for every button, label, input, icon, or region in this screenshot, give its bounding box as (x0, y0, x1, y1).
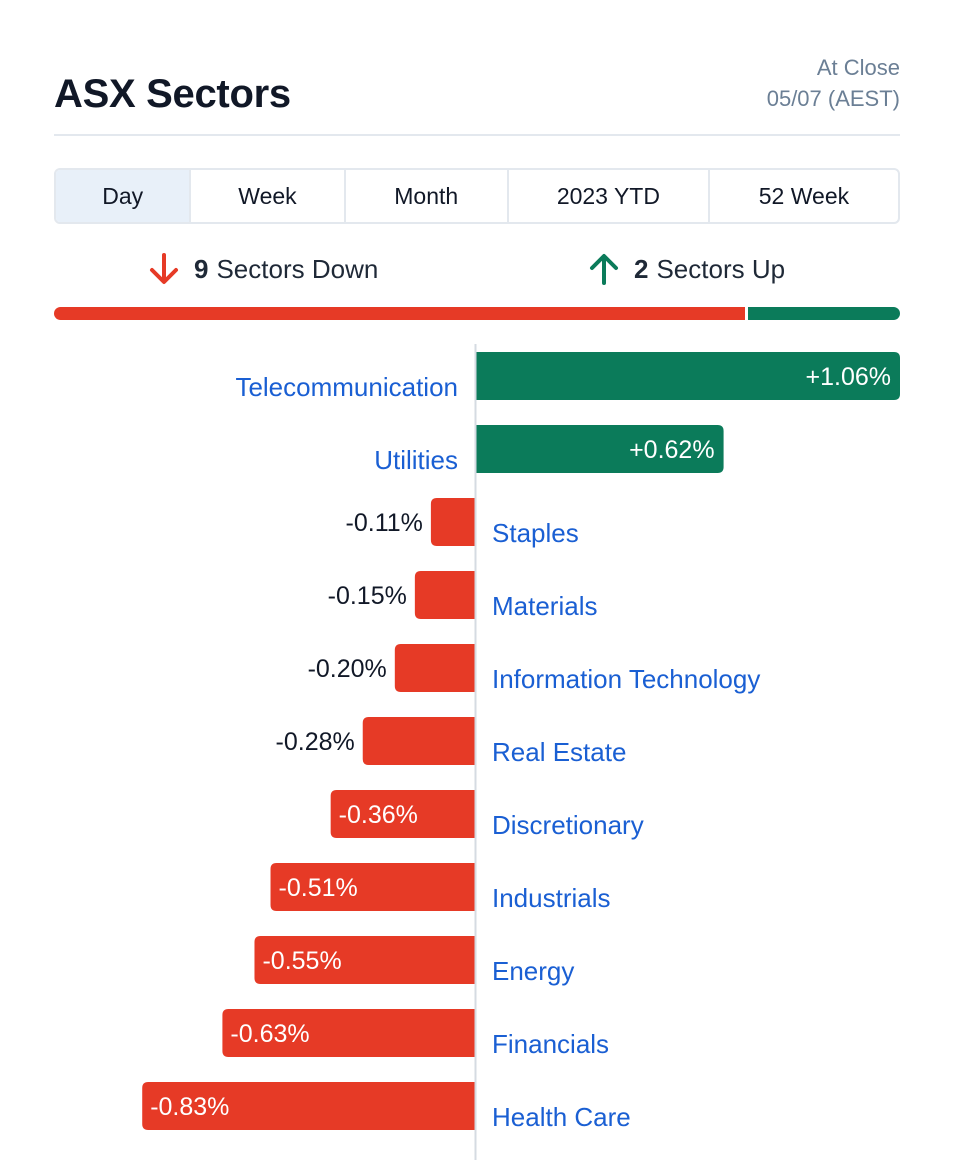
category-label-financials[interactable]: Financials (492, 1029, 609, 1059)
bar-health-care (142, 1082, 475, 1130)
market-status-label: At Close (816, 55, 900, 80)
bar-telecommunication (475, 352, 900, 400)
value-label-industrials: -0.51% (279, 874, 358, 902)
value-label-materials: -0.15% (328, 582, 407, 610)
bar-real-estate (362, 717, 475, 765)
sector-bar-chart: Telecommunication +1.06% Utilities +0.62% St… (142, 344, 900, 1160)
tab-week[interactable]: Week (191, 170, 346, 222)
value-label-utilities: +0.62% (629, 436, 715, 464)
bar-materials (414, 571, 475, 619)
bar-utilities (475, 425, 724, 473)
tab-month[interactable]: Month (346, 170, 509, 222)
value-label-discretionary: -0.36% (339, 801, 418, 829)
value-label-financials: -0.63% (230, 1020, 309, 1048)
sectors-down-label: Sectors Down (216, 253, 379, 284)
bar-information-technology (394, 644, 475, 692)
category-label-real-estate[interactable]: Real Estate (492, 737, 626, 767)
value-label-real-estate: -0.28% (276, 728, 355, 756)
bar-energy (254, 936, 475, 984)
category-label-staples[interactable]: Staples (492, 518, 579, 548)
bar-staples (430, 498, 475, 546)
market-status-date: 05/07 (AEST) (766, 86, 900, 111)
category-label-telecommunication[interactable]: Telecommunication (235, 372, 458, 402)
tab-2023-ytd[interactable]: 2023 YTD (509, 170, 710, 222)
bar-industrials (270, 863, 475, 911)
arrow-down-icon (150, 253, 178, 284)
category-label-discretionary[interactable]: Discretionary (492, 810, 644, 840)
value-label-energy: -0.55% (262, 947, 341, 975)
ratio-bar-down (54, 307, 745, 320)
category-label-utilities[interactable]: Utilities (374, 445, 458, 475)
sectors-down-count: 9 (194, 253, 209, 284)
bar-discretionary (330, 790, 475, 838)
bar-financials (222, 1009, 475, 1057)
sectors-up-count: 2 (634, 253, 649, 284)
value-label-telecommunication: +1.06% (806, 363, 892, 391)
tab-52-week[interactable]: 52 Week (758, 182, 850, 209)
ratio-bar-up (747, 307, 900, 320)
market-status: At Close 05/07 (AEST) (767, 52, 900, 114)
widget-header: ASX Sectors At Close 05/07 (AEST) (54, 50, 900, 136)
widget-title: ASX Sectors (54, 72, 291, 116)
sector-ratio-bar (54, 307, 900, 320)
category-label-materials[interactable]: Materials (492, 591, 597, 621)
category-label-information-technology[interactable]: Information Technology (492, 664, 760, 694)
sectors-up-summary: 2 Sectors Up (588, 252, 785, 286)
tab-day[interactable]: Day (56, 170, 192, 222)
arrow-up-icon (590, 254, 618, 285)
category-label-industrials[interactable]: Industrials (492, 883, 611, 913)
category-label-energy[interactable]: Energy (492, 956, 574, 986)
period-tabs: Day Week Month 2023 YTD 52 Week (54, 168, 900, 224)
value-label-information-technology: -0.20% (308, 655, 387, 683)
value-label-staples: -0.11% (346, 509, 423, 537)
category-label-health-care[interactable]: Health Care (492, 1102, 631, 1132)
sectors-up-label: Sectors Up (656, 253, 786, 284)
value-label-health-care: -0.83% (150, 1093, 229, 1121)
sectors-down-summary: 9 Sectors Down (148, 252, 378, 286)
